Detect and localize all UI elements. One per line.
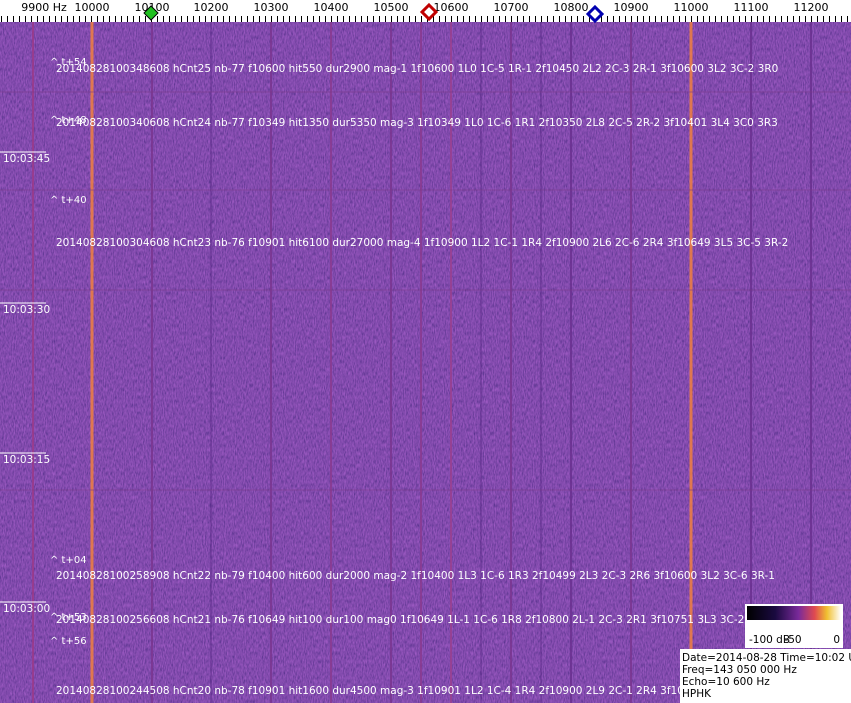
ruler-label: 10400 [314,1,349,14]
ruler-label: 10200 [194,1,229,14]
marker-red[interactable] [419,2,439,22]
time-label: 10:03:30 [3,304,50,316]
ruler-label: 10000 [75,1,110,14]
ruler-label: 10600 [434,1,469,14]
info-box [680,649,851,703]
ruler-label: 10800 [554,1,589,14]
marker-green[interactable] [143,5,159,21]
ruler-label: 11000 [674,1,709,14]
time-label: 10:03:15 [3,454,50,466]
signal-lines [0,22,851,703]
event-line: 20140828100340608 hCnt24 nb-77 f10349 hi… [56,117,778,129]
time-marker: ^ t+54 [50,57,87,68]
ruler-label: 10700 [494,1,529,14]
time-marker: ^ t+48 [50,115,87,126]
event-line: 20140828100304608 hCnt23 nb-76 f10901 hi… [56,237,788,249]
event-line: 20140828100258908 hCnt22 nb-79 f10400 hi… [56,570,775,582]
info-line: Freq=143 050 000 Hz [682,664,797,676]
event-line: 20140828100256608 hCnt21 nb-76 f10649 hi… [56,614,769,626]
info-line: HPHK [682,688,712,700]
ruler-label: 11200 [794,1,829,14]
time-marker: ^ t+53 [50,612,87,623]
event-line: 20140828100348608 hCnt25 nb-77 f10600 hi… [56,63,778,75]
waterfall-noise [0,22,851,703]
colorbar [747,606,841,620]
info-line: Echo=10 600 Hz [682,676,770,688]
colorbar-label: 0 [833,634,840,646]
ruler-label: 10900 [614,1,649,14]
colorbar-label: -100 dB [749,634,790,646]
event-line: 20140828100244508 hCnt20 nb-78 f10901 hi… [56,685,779,697]
ruler-label: 9900 Hz [21,1,67,14]
colorbar-label: -50 [784,634,801,646]
info-line: Date=2014-08-28 Time=10:02 UTC [682,652,851,664]
ruler: 9900 Hz100001010010200103001040010500106… [21,1,828,14]
marker-blue[interactable] [585,4,605,24]
ruler-label: 10500 [374,1,409,14]
time-marker: ^ t+04 [50,555,87,566]
ruler-label: 11100 [734,1,769,14]
ruler-label: 10300 [254,1,289,14]
overlay-texts: 10:03:45 10:03:30 10:03:15 10:03:00 ^ t+54 ^ … [0,57,788,697]
time-label: 10:03:00 [3,603,50,615]
time-marker: ^ t+56 [50,636,87,647]
time-marker: ^ t+40 [50,195,87,206]
time-label: 10:03:45 [3,153,50,165]
